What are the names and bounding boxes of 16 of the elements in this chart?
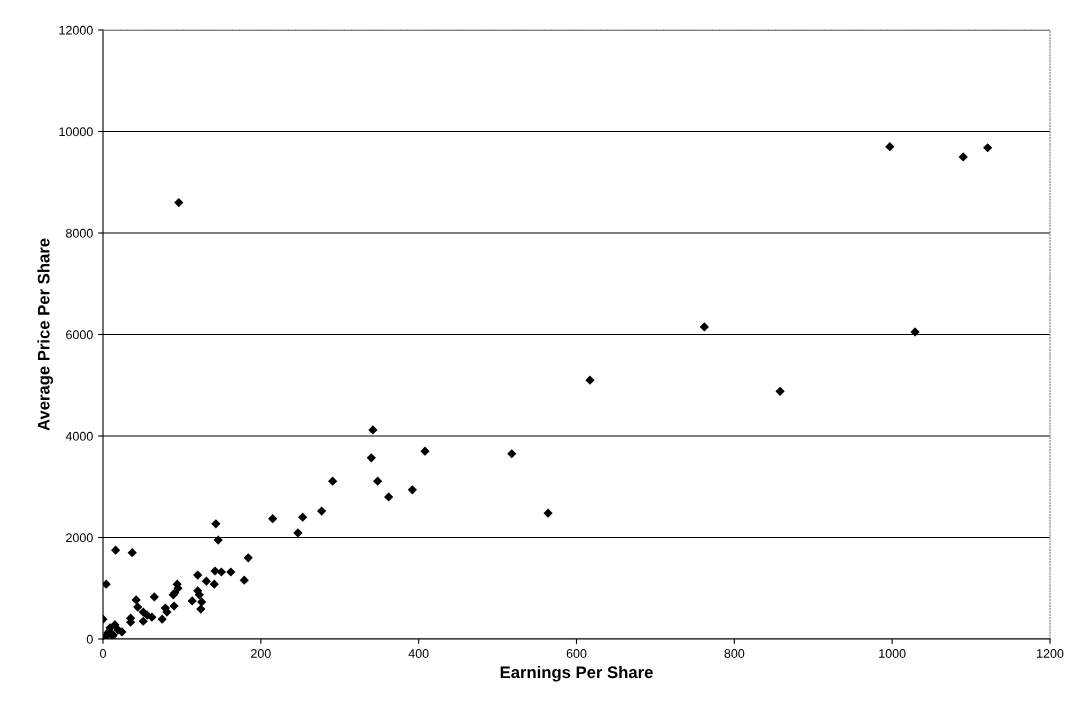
x-tick-label: 1200: [1037, 649, 1064, 658]
y-tick-label: 10000: [59, 127, 93, 137]
x-axis-title: Earnings Per Share: [500, 665, 653, 682]
x-tick-label: 1000: [879, 649, 906, 658]
x-tick-label: 0: [100, 649, 106, 658]
x-tick-label: 600: [566, 649, 587, 658]
y-tick-label: 6000: [66, 330, 93, 340]
y-tick-label: 2000: [66, 533, 93, 543]
x-tick-label: 400: [408, 649, 429, 658]
y-tick-label: 0: [86, 634, 93, 644]
y-tick-label: 8000: [66, 228, 93, 238]
y-axis-title: Average Price Per Share: [37, 238, 53, 431]
y-tick-label: 4000: [65, 431, 93, 441]
x-tick-label: 800: [724, 649, 745, 658]
y-tick-label: 12000: [59, 25, 93, 35]
x-tick-label: 200: [251, 649, 271, 658]
